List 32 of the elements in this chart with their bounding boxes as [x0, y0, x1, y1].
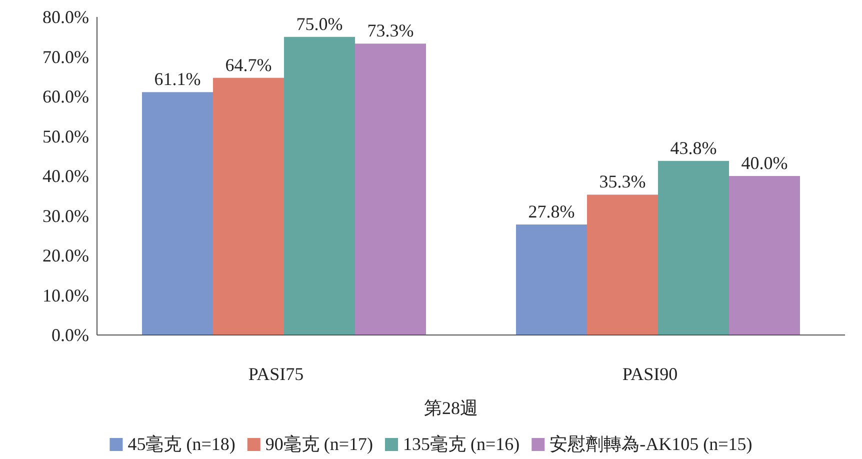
legend-label: 安慰劑轉為-AK105 (n=15)	[550, 434, 752, 454]
bar	[587, 194, 658, 335]
data-label: 64.7%	[225, 54, 272, 75]
y-tick-label: 50.0%	[42, 126, 89, 146]
y-tick-label: 0.0%	[52, 325, 89, 345]
data-label: 27.8%	[528, 201, 575, 222]
y-tick-label: 10.0%	[42, 285, 89, 306]
bar	[284, 36, 355, 335]
legend-label: 45毫克 (n=18)	[128, 434, 236, 454]
legend-label: 90毫克 (n=17)	[265, 434, 374, 454]
y-tick-label: 20.0%	[42, 246, 89, 266]
x-tick-label: PASI90	[622, 364, 678, 384]
bar	[355, 44, 426, 335]
y-tick-label: 80.0%	[42, 7, 89, 27]
data-label: 35.3%	[599, 172, 646, 192]
data-label: 73.3%	[367, 20, 414, 41]
data-label: 75.0%	[296, 14, 343, 34]
x-tick-label: PASI75	[248, 364, 304, 384]
data-label: 43.8%	[670, 138, 717, 158]
bar	[213, 78, 284, 335]
bar	[729, 176, 800, 335]
y-tick-label: 60.0%	[42, 86, 89, 106]
y-tick-label: 70.0%	[42, 46, 89, 67]
data-label: 40.0%	[741, 153, 788, 173]
legend-label: 135毫克 (n=16)	[403, 434, 520, 454]
bar	[142, 92, 213, 335]
bar	[516, 224, 587, 335]
data-label: 61.1%	[154, 69, 201, 90]
bar	[658, 160, 729, 335]
y-tick-label: 30.0%	[42, 206, 89, 226]
x-axis-title: 第28週	[424, 398, 478, 418]
y-tick-label: 40.0%	[42, 166, 89, 186]
